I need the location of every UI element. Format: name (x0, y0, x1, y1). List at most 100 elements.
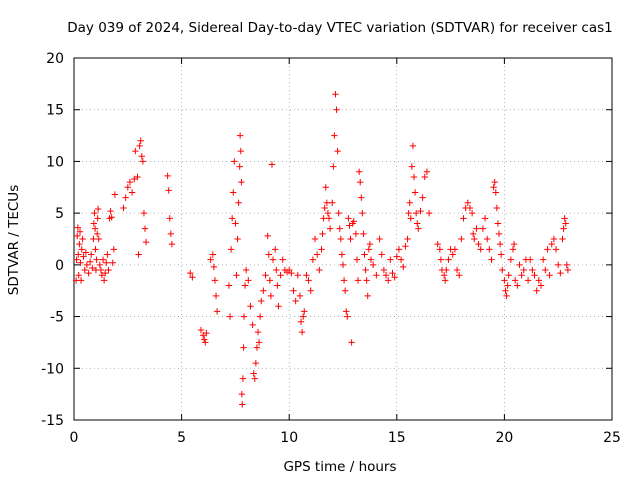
data-point (542, 266, 549, 274)
data-point (535, 277, 543, 284)
data-point (298, 328, 306, 336)
data-point (241, 282, 249, 289)
data-point (277, 272, 284, 279)
data-point (77, 259, 84, 266)
data-point (100, 277, 108, 284)
data-point (352, 230, 360, 238)
data-point (77, 277, 85, 284)
data-point (95, 235, 102, 243)
data-point (412, 209, 420, 217)
data-point (563, 261, 571, 269)
data-point (548, 240, 555, 248)
data-point (550, 235, 558, 243)
data-point (537, 282, 545, 289)
data-point (78, 246, 85, 253)
data-point (92, 246, 99, 253)
data-point (414, 220, 421, 227)
data-point (331, 132, 338, 139)
data-point (348, 339, 355, 346)
data-point (421, 173, 428, 181)
x-tick-label: 25 (603, 430, 621, 446)
data-point (449, 251, 456, 258)
data-point (228, 215, 236, 222)
data-point (236, 132, 244, 139)
data-point (197, 326, 205, 334)
data-point (479, 225, 487, 232)
data-point (202, 339, 209, 346)
data-point (75, 251, 82, 258)
data-point (200, 336, 208, 343)
data-point (124, 184, 131, 191)
data-point (235, 199, 242, 206)
data-point (423, 168, 431, 175)
data-point (527, 256, 534, 263)
data-point (79, 235, 86, 243)
data-point (167, 230, 175, 238)
data-point (529, 266, 536, 274)
data-point (493, 204, 501, 212)
data-point (380, 266, 388, 274)
data-point (89, 264, 96, 272)
data-point (99, 256, 107, 263)
data-point (254, 328, 262, 336)
data-point (355, 168, 363, 175)
data-point (497, 251, 505, 258)
data-point (267, 292, 275, 300)
data-point (75, 272, 82, 279)
data-point (360, 230, 367, 238)
data-point (466, 204, 474, 212)
data-point (395, 246, 403, 253)
data-point (212, 292, 220, 300)
data-point (404, 235, 411, 243)
data-point (559, 235, 566, 243)
data-point (134, 173, 141, 181)
data-point (234, 235, 241, 243)
data-point (265, 251, 272, 258)
data-point (85, 269, 92, 277)
x-tick-label: 20 (495, 430, 513, 446)
data-point (230, 189, 237, 196)
data-point (111, 191, 119, 198)
data-point (410, 173, 418, 181)
data-point (555, 261, 562, 269)
data-point (275, 303, 282, 310)
data-point (94, 215, 101, 222)
data-point (358, 194, 365, 201)
data-point (560, 225, 567, 232)
data-point (136, 142, 143, 150)
data-point (389, 269, 396, 277)
x-tick-label: 0 (70, 430, 79, 446)
data-point (391, 274, 398, 281)
data-point (337, 235, 345, 243)
data-point (239, 401, 246, 408)
data-point (108, 214, 115, 221)
data-point (93, 256, 100, 263)
data-point (88, 251, 95, 258)
data-point (105, 266, 112, 274)
data-point (323, 199, 331, 206)
data-point (74, 224, 82, 231)
data-point (496, 240, 504, 248)
data-point (475, 240, 482, 248)
data-point (210, 263, 218, 271)
x-tick-label: 15 (388, 430, 406, 446)
data-point (141, 225, 149, 232)
data-point (203, 329, 210, 337)
data-point (294, 272, 302, 279)
data-point (510, 240, 518, 248)
data-point (483, 235, 491, 243)
data-point (552, 246, 560, 253)
data-point (260, 287, 267, 294)
data-point (255, 339, 263, 346)
data-point (437, 256, 445, 263)
data-point (499, 266, 506, 274)
data-point (103, 259, 110, 266)
data-point (353, 256, 361, 263)
data-point (486, 246, 493, 253)
data-point (411, 189, 419, 196)
data-point (107, 207, 114, 215)
data-point (325, 215, 333, 222)
y-tick-label: 0 (55, 258, 64, 274)
data-point (451, 246, 459, 253)
data-point (319, 230, 326, 238)
